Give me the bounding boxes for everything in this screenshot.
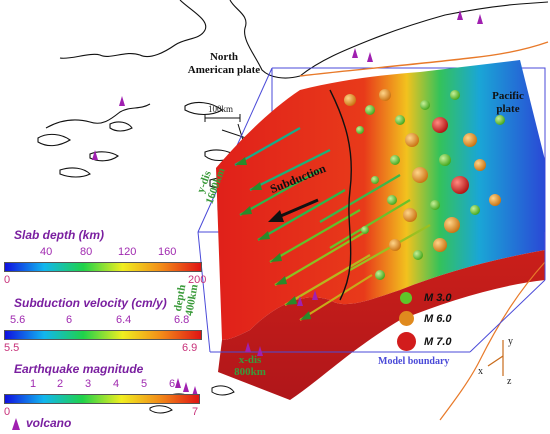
north-american-plate-line2: American plate — [187, 64, 261, 76]
mag-tick-7: 7 — [192, 406, 199, 418]
scale-bar-label: 100km — [208, 104, 234, 114]
slab-depth-tick-80: 80 — [80, 246, 93, 258]
slab-depth-tick-200: 200 — [188, 274, 207, 286]
velocity-tick-6-8: 6.8 — [174, 314, 190, 326]
model-boundary-label: Model boundary — [378, 356, 450, 367]
m3-ball — [400, 292, 412, 304]
model-box-front — [197, 231, 546, 353]
mag-tick-2: 2 — [57, 378, 64, 390]
mag-tick-0: 0 — [4, 406, 11, 418]
coordinate-axes — [487, 340, 504, 376]
pacific-plate-line1: Pacific — [492, 90, 524, 102]
velocity-arrows — [234, 127, 431, 321]
earthquakes — [344, 89, 505, 280]
slab-depth-tick-120: 120 — [118, 246, 137, 258]
mag-tick-4: 4 — [113, 378, 120, 390]
slab-side — [216, 168, 545, 400]
mag-tick-1: 1 — [30, 378, 37, 390]
m6-ball — [399, 311, 414, 326]
subduction-velocity-title: Subduction velocity (cm/y) — [14, 296, 167, 310]
mag-tick-3: 3 — [85, 378, 92, 390]
axis-x-label: x — [478, 366, 483, 377]
subduction-arrow — [268, 198, 319, 222]
slab-depth-tick-0: 0 — [4, 274, 11, 286]
m7-label: M 7.0 — [424, 336, 452, 348]
trench-line — [329, 89, 352, 301]
x-dis-label: x-dis 800km — [225, 354, 275, 378]
arrow-heads — [235, 157, 311, 320]
north-american-plate-label: North American plate — [178, 51, 270, 77]
velocity-tick-5-5: 5.5 — [4, 342, 20, 354]
earthquake-magnitude-title: Earthquake magnitude — [14, 362, 144, 376]
slab-depth-tick-160: 160 — [158, 246, 177, 258]
volcanoes — [92, 10, 483, 396]
slab-depth-colorbar — [4, 262, 202, 272]
slab-depth-title: Slab depth (km) — [14, 228, 105, 242]
x-dis-line1: x-dis — [238, 354, 262, 366]
x-dis-line2: 800km — [234, 366, 266, 378]
north-american-plate-line1: North — [209, 51, 239, 63]
magnitude-colorbar — [4, 394, 200, 404]
volcano-icon — [12, 418, 20, 430]
velocity-tick-6-4: 6.4 — [116, 314, 132, 326]
m6-label: M 6.0 — [424, 313, 452, 325]
scale-bar — [204, 114, 241, 122]
velocity-tick-5-6: 5.6 — [10, 314, 26, 326]
mag-tick-5: 5 — [141, 378, 148, 390]
m3-label: M 3.0 — [424, 292, 452, 304]
coastlines — [37, 0, 549, 214]
pacific-plate-label: Pacific plate — [478, 90, 538, 116]
axis-z-label: z — [507, 376, 512, 387]
axis-y-label: y — [508, 336, 513, 347]
volcano-label: volcano — [26, 416, 72, 430]
velocity-colorbar — [4, 330, 202, 340]
velocity-tick-6: 6 — [66, 314, 73, 326]
mag-tick-6: 6 — [169, 378, 176, 390]
m7-ball — [397, 332, 416, 351]
pacific-plate-line2: plate — [496, 103, 520, 115]
slab-depth-tick-40: 40 — [40, 246, 53, 258]
velocity-tick-6-9: 6.9 — [182, 342, 198, 354]
